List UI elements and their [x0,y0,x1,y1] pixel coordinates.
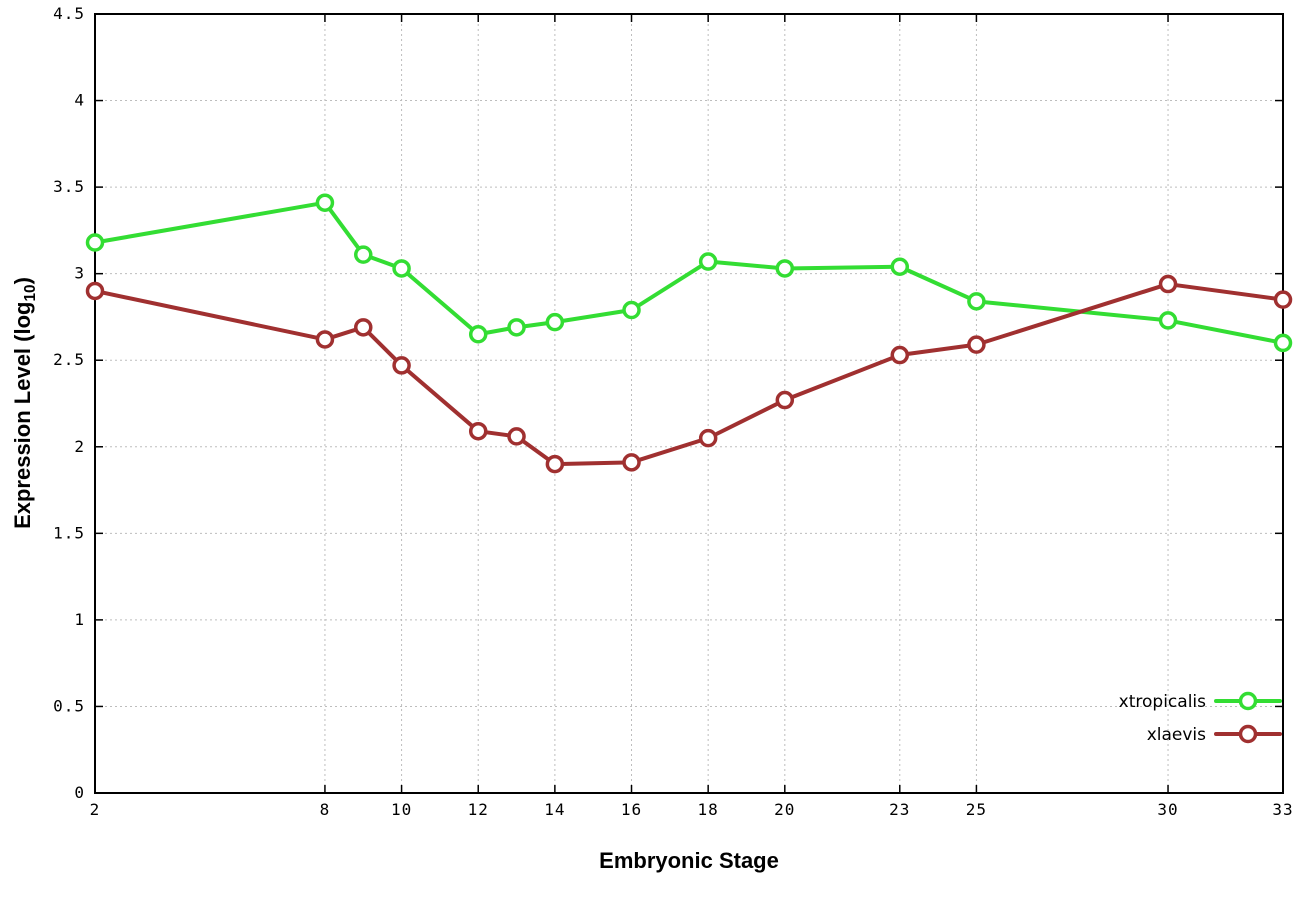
x-tick-label: 25 [966,800,987,819]
data-point-xtropicalis [775,259,795,278]
data-point-xlaevis [1158,274,1178,294]
data-point-xtropicalis [545,312,565,332]
data-point-xtropicalis [698,252,718,271]
data-point-xlaevis [507,427,526,446]
legend-label-xtropicalis: xtropicalis [1119,692,1206,712]
y-tick-label: 1.5 [53,523,85,542]
y-axis-title: Expression Level (log10) [10,277,40,529]
x-tick-label: 16 [621,800,642,819]
legend-marker-xtropicalis [1238,691,1258,711]
data-point-xtropicalis [967,292,986,311]
data-point-xtropicalis [1273,333,1293,353]
legend-label-xlaevis: xlaevis [1147,725,1206,745]
x-tick-label: 14 [544,800,565,819]
data-point-xlaevis [392,356,411,375]
data-point-xlaevis [890,345,910,365]
data-point-xlaevis [622,453,641,472]
data-point-xlaevis [354,318,373,337]
y-tick-label: 0.5 [53,696,85,715]
data-point-xlaevis [967,335,986,354]
y-tick-label: 2 [74,437,85,456]
data-point-xlaevis [545,454,565,474]
legend-marker-xlaevis [1238,724,1258,744]
y-tick-label: 3 [74,264,85,283]
x-tick-label: 10 [391,800,412,819]
x-tick-label: 23 [889,800,910,819]
data-point-xlaevis [698,428,718,448]
data-point-xtropicalis [468,325,488,344]
data-point-xlaevis [315,330,335,349]
x-tick-label: 2 [90,800,101,819]
data-point-xtropicalis [392,259,411,278]
series-line-xtropicalis [93,200,1285,345]
y-tick-label: 0 [74,783,85,802]
data-point-xtropicalis [315,193,335,212]
data-point-xtropicalis [85,233,105,252]
x-tick-label: 12 [468,800,489,819]
series-line-xlaevis [93,282,1285,467]
y-tick-label: 4 [74,91,85,110]
y-axis-title-suffix: ) [9,277,35,285]
data-point-xtropicalis [354,245,373,264]
y-tick-label: 3.5 [53,177,85,196]
y-axis-title-text: Expression Level (log [9,301,35,529]
plot-border [94,13,1284,794]
y-tick-label: 1 [74,610,85,629]
data-point-xtropicalis [622,300,641,320]
y-axis-title-subscript: 10 [22,284,40,302]
x-tick-label: 33 [1272,800,1293,819]
data-point-xlaevis [85,281,105,301]
data-point-xlaevis [1273,290,1293,309]
x-tick-label: 8 [320,800,331,819]
x-tick-label: 30 [1157,800,1178,819]
x-axis-title: Embryonic Stage [599,848,779,873]
y-tick-label: 2.5 [53,350,85,369]
data-point-xlaevis [775,390,795,410]
x-tick-label: 20 [774,800,795,819]
data-point-xtropicalis [890,257,910,276]
data-point-xlaevis [468,421,488,441]
y-tick-label: 4.5 [53,4,85,23]
data-point-xtropicalis [1158,311,1178,330]
x-tick-label: 18 [698,800,719,819]
data-point-xtropicalis [507,318,526,337]
